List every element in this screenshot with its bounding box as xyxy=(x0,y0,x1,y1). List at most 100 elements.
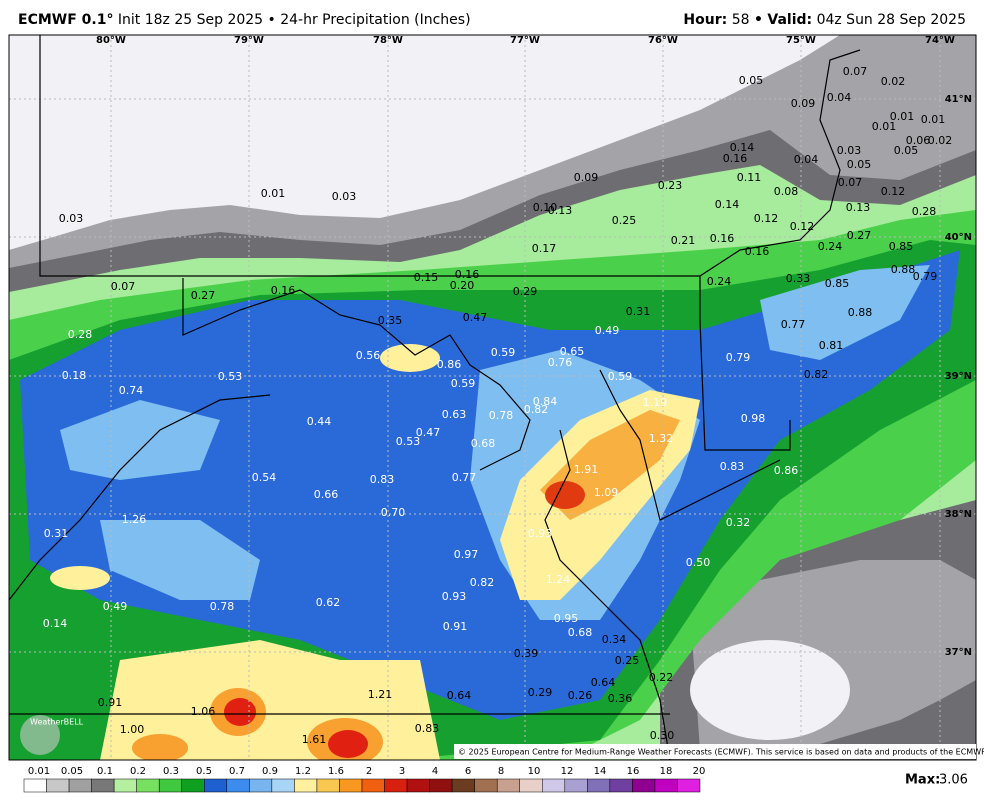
colorbar-swatch xyxy=(181,778,205,793)
precip-label: 0.88 xyxy=(891,263,916,276)
precip-label: 0.14 xyxy=(715,198,740,211)
colorbar-swatch xyxy=(68,778,92,793)
precip-label: 0.13 xyxy=(846,201,871,214)
precip-label: 0.12 xyxy=(881,185,906,198)
precip-label: 0.59 xyxy=(608,370,633,383)
lon-label: 80°W xyxy=(96,35,126,46)
precip-label: 0.62 xyxy=(316,596,341,609)
precip-label: 0.25 xyxy=(612,214,637,227)
colorbar-swatch xyxy=(496,778,520,793)
colorbar-label: 4 xyxy=(432,766,438,777)
precip-label: 1.26 xyxy=(122,513,147,526)
precip-label: 0.29 xyxy=(528,686,553,699)
model: ECMWF 0.1° xyxy=(18,12,114,28)
precip-label: 0.56 xyxy=(356,349,381,362)
colorbar-swatch xyxy=(609,778,633,793)
hour-label: Hour: xyxy=(683,12,728,28)
precip-label: 0.10 xyxy=(533,201,558,214)
colorbar: 0.01 0.05 0.1 0.2 0.3 0.5 0.7 0.9 1.2 1.6 2 3 4 6 8 10 1… xyxy=(23,766,706,793)
colorbar-swatch xyxy=(519,778,543,793)
colorbar-swatch xyxy=(677,778,701,793)
colorbar-swatch xyxy=(23,778,47,793)
lon-label: 76°W xyxy=(648,35,678,46)
colorbar-swatch xyxy=(113,778,137,793)
hour: 58 xyxy=(731,12,750,28)
precip-label: 0.49 xyxy=(595,324,620,337)
precip-label: 0.35 xyxy=(378,314,403,327)
colorbar-swatch xyxy=(451,778,475,793)
colorbar-label: 20 xyxy=(693,766,706,777)
precip-label: 0.49 xyxy=(103,600,128,613)
colorbar-swatch xyxy=(46,778,70,793)
precip-label: 0.28 xyxy=(68,328,93,341)
precip-label: 0.83 xyxy=(720,460,745,473)
precip-label: 0.11 xyxy=(737,171,762,184)
colorbar-swatch xyxy=(204,778,228,793)
precip-label: 0.47 xyxy=(416,426,441,439)
precip-label: 1.91 xyxy=(574,463,599,476)
precip-label: 0.16 xyxy=(455,268,480,281)
colorbar-swatch xyxy=(564,778,588,793)
colorbar-swatch xyxy=(429,778,453,793)
precip-label: 0.64 xyxy=(447,689,472,702)
precip-label: 0.28 xyxy=(912,205,937,218)
lat-label: 37°N xyxy=(945,647,972,658)
precip-label: 0.21 xyxy=(671,234,696,247)
lon-label: 74°W xyxy=(925,35,955,46)
borders xyxy=(8,35,861,761)
precip-label: 0.78 xyxy=(489,409,514,422)
precip-label: 0.24 xyxy=(707,275,732,288)
valid-label: Valid: xyxy=(767,12,813,28)
precip-label: 1.32 xyxy=(649,432,674,445)
precip-label: 0.82 xyxy=(524,403,549,416)
precip-label: 0.18 xyxy=(62,369,87,382)
colorbar-label: 10 xyxy=(528,766,541,777)
precip-label: 0.22 xyxy=(649,671,674,684)
precip-label: 0.01 xyxy=(890,110,915,123)
precip-label: 0.03 xyxy=(837,144,862,157)
precip-label: 0.85 xyxy=(889,240,914,253)
colorbar-label: 6 xyxy=(465,766,471,777)
precip-label: 0.36 xyxy=(608,692,633,705)
precip-label: 0.39 xyxy=(514,647,539,660)
colorbar-swatch xyxy=(91,778,115,793)
precip-label: 1.21 xyxy=(368,688,393,701)
precip-label: 0.12 xyxy=(754,212,779,225)
precip-label: 0.84 xyxy=(533,395,558,408)
precip-label: 0.93 xyxy=(442,590,467,603)
precip-label: 0.16 xyxy=(271,284,296,297)
precip-label: 0.32 xyxy=(726,516,751,529)
colorbar-label: 1.2 xyxy=(295,766,311,777)
precip-label: 0.26 xyxy=(568,689,593,702)
graticule xyxy=(9,35,976,760)
precip-label: 0.83 xyxy=(415,722,440,735)
precip-label: 1.19 xyxy=(643,396,668,409)
title: ECMWF 0.1° Init 18z 25 Sep 2025 • 24-hr … xyxy=(18,12,471,28)
colorbar-swatch xyxy=(226,778,250,793)
precip-label: 0.06 xyxy=(906,134,931,147)
precip-label: 0.65 xyxy=(560,345,585,358)
precip-label: 0.54 xyxy=(252,471,277,484)
precip-label: 0.31 xyxy=(44,527,69,540)
colorbar-swatch xyxy=(654,778,678,793)
precip-label: 0.07 xyxy=(843,65,868,78)
lon-label: 75°W xyxy=(786,35,816,46)
precip-label: 0.16 xyxy=(710,232,735,245)
precip-label: 0.15 xyxy=(414,271,439,284)
precip-label: 1.00 xyxy=(120,723,145,736)
precip-label: 0.04 xyxy=(827,91,852,104)
precip-field xyxy=(9,35,976,760)
precip-label: 0.14 xyxy=(43,617,68,630)
colorbar-swatch xyxy=(474,778,498,793)
precip-label: 0.34 xyxy=(602,633,627,646)
colorbar-swatch xyxy=(406,778,430,793)
lon-label: 77°W xyxy=(510,35,540,46)
precip-label: 0.88 xyxy=(848,306,873,319)
colorbar-swatch xyxy=(271,778,295,793)
precip-label: 0.33 xyxy=(786,272,811,285)
colorbar-label: 0.2 xyxy=(130,766,146,777)
colorbar-label: 0.1 xyxy=(97,766,113,777)
colorbar-label: 0.9 xyxy=(262,766,278,777)
